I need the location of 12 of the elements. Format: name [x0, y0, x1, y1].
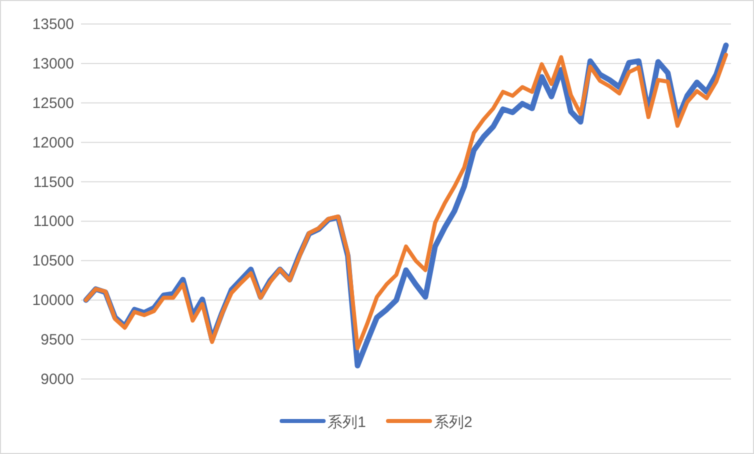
- legend-label: 系列2: [434, 414, 472, 431]
- y-tick-label: 12000: [32, 134, 74, 152]
- y-tick-label: 9500: [40, 332, 74, 349]
- y-tick-label: 11000: [33, 213, 74, 230]
- y-tick-label: 10500: [32, 252, 74, 270]
- y-tick-label: 13000: [32, 55, 74, 72]
- y-tick-label: 11500: [33, 174, 74, 191]
- y-tick-label: 13500: [32, 16, 74, 33]
- legend-label: 系列1: [328, 414, 366, 431]
- y-tick-label: 9000: [40, 371, 74, 388]
- y-tick-label: 10000: [32, 292, 74, 310]
- y-tick-label: 12500: [32, 94, 74, 112]
